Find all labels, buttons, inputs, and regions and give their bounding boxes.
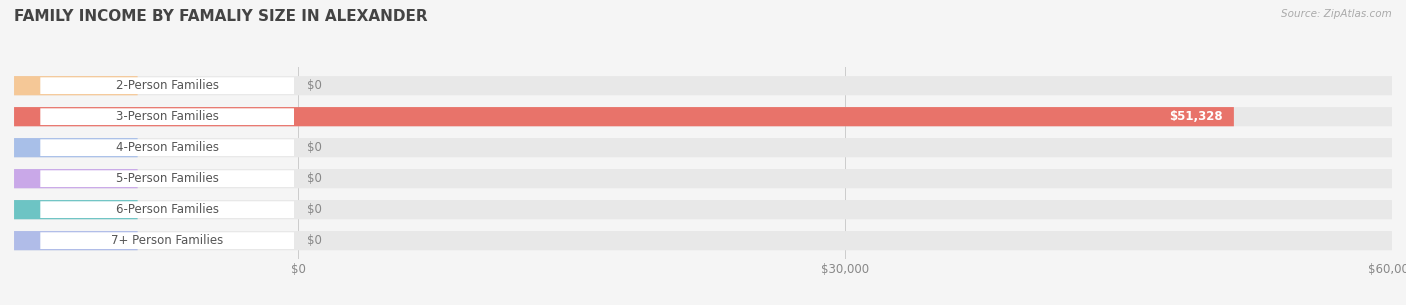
FancyBboxPatch shape (14, 200, 1392, 219)
FancyBboxPatch shape (14, 107, 1234, 126)
FancyBboxPatch shape (14, 107, 1392, 126)
Text: $0: $0 (307, 79, 322, 92)
Text: Source: ZipAtlas.com: Source: ZipAtlas.com (1281, 9, 1392, 19)
FancyBboxPatch shape (14, 76, 138, 95)
FancyBboxPatch shape (41, 77, 294, 94)
FancyBboxPatch shape (14, 76, 1392, 95)
Text: 6-Person Families: 6-Person Families (115, 203, 219, 216)
Text: 3-Person Families: 3-Person Families (115, 110, 218, 123)
Text: $0: $0 (307, 203, 322, 216)
FancyBboxPatch shape (41, 201, 294, 218)
Text: $0: $0 (307, 141, 322, 154)
Text: 2-Person Families: 2-Person Families (115, 79, 219, 92)
FancyBboxPatch shape (14, 138, 1392, 157)
FancyBboxPatch shape (41, 108, 294, 125)
Text: 5-Person Families: 5-Person Families (115, 172, 218, 185)
FancyBboxPatch shape (14, 231, 1392, 250)
FancyBboxPatch shape (14, 200, 138, 219)
FancyBboxPatch shape (41, 170, 294, 187)
FancyBboxPatch shape (14, 169, 138, 188)
Text: $51,328: $51,328 (1170, 110, 1223, 123)
Text: $0: $0 (307, 234, 322, 247)
FancyBboxPatch shape (14, 138, 138, 157)
Text: 7+ Person Families: 7+ Person Families (111, 234, 224, 247)
FancyBboxPatch shape (14, 169, 1392, 188)
Text: FAMILY INCOME BY FAMALIY SIZE IN ALEXANDER: FAMILY INCOME BY FAMALIY SIZE IN ALEXAND… (14, 9, 427, 24)
FancyBboxPatch shape (41, 232, 294, 249)
Text: $0: $0 (307, 172, 322, 185)
FancyBboxPatch shape (14, 231, 138, 250)
Text: 4-Person Families: 4-Person Families (115, 141, 219, 154)
FancyBboxPatch shape (41, 139, 294, 156)
